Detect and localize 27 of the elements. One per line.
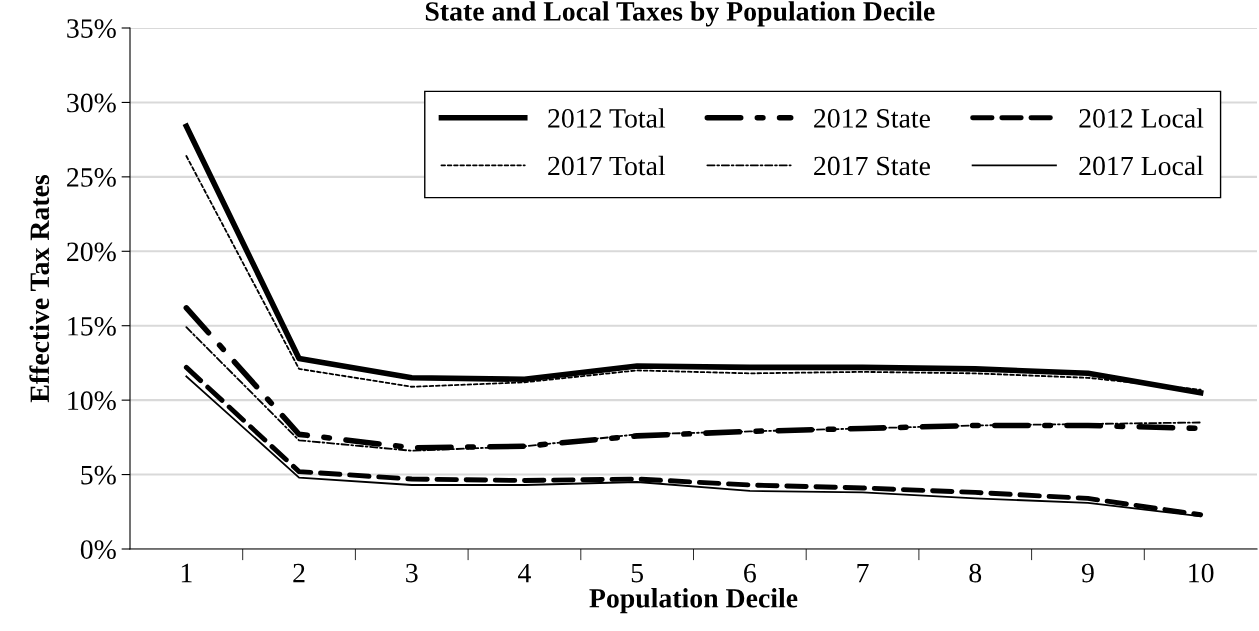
legend-label: 2012 Local — [1079, 108, 1204, 128]
y-tick-label: 10% — [68, 391, 116, 411]
y-tick-label: 25% — [67, 168, 116, 187]
y-tick-label: 0% — [80, 540, 116, 559]
chart-title: State and Local Taxes by Population Decile — [425, 1, 935, 27]
x-axis-title: Population Decile — [589, 588, 798, 614]
y-tick-label: 35% — [67, 19, 116, 38]
x-tick-label: 10 — [1189, 563, 1214, 583]
x-tick-label: 5 — [631, 563, 644, 583]
x-tick-label: 9 — [1081, 563, 1094, 583]
y-tick-label: 5% — [81, 465, 116, 485]
legend-label: 2012 State — [814, 109, 930, 128]
x-tick-label: 6 — [744, 563, 756, 583]
legend-label: 2017 Local — [1079, 155, 1204, 176]
x-tick-label: 4 — [518, 563, 531, 583]
x-tick-label: 1 — [181, 563, 192, 583]
legend-label: 2012 Total — [548, 108, 666, 128]
legend-label: 2017 State — [814, 156, 930, 176]
x-tick-label: 8 — [969, 563, 982, 583]
y-tick-label: 15% — [68, 316, 116, 336]
y-tick-label: 20% — [67, 242, 116, 262]
x-tick-label: 2 — [293, 563, 305, 583]
legend-label: 2017 Total — [548, 155, 666, 176]
y-tick-label: 30% — [67, 93, 116, 113]
x-tick-label: 7 — [857, 563, 869, 583]
x-tick-label: 3 — [406, 563, 418, 583]
y-axis-title: Effective Tax Rates — [29, 174, 50, 403]
